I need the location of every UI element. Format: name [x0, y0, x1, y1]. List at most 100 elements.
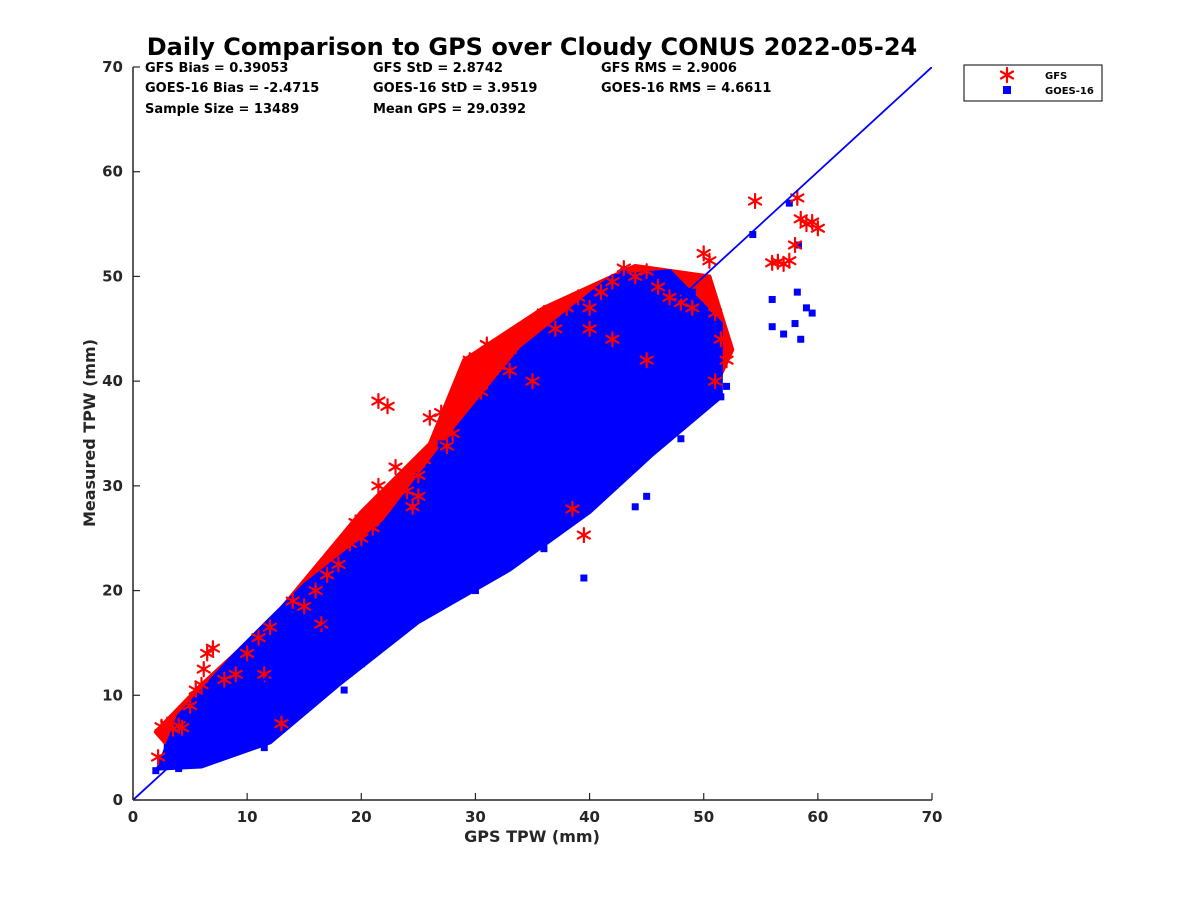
asterisk-stroke [685, 303, 700, 313]
goes16-point [180, 738, 188, 746]
gfs-point [804, 213, 820, 231]
goes16-point [471, 587, 479, 595]
goes16-point [631, 450, 639, 458]
goes16-point [409, 555, 417, 563]
asterisk-stroke [365, 523, 380, 533]
gfs-point [582, 320, 597, 337]
gfs-point [314, 615, 329, 633]
gfs-point [513, 325, 529, 343]
goes16-point [785, 199, 793, 207]
y-axis-label: Measured TPW (mm) [80, 339, 99, 527]
goes16-point [340, 686, 348, 694]
asterisk-stroke [354, 533, 369, 543]
asterisk-stroke [434, 407, 449, 418]
gfs-point [548, 320, 563, 337]
asterisk-stroke [285, 596, 300, 606]
x-axis-label: GPS TPW (mm) [464, 827, 600, 846]
goes16-point [374, 581, 382, 589]
goes16-point [192, 733, 200, 741]
gfs-point [502, 362, 517, 379]
goes16-point [808, 309, 816, 317]
gfs-point [200, 645, 215, 662]
gfs-point [405, 498, 420, 515]
asterisk-stroke [188, 685, 203, 695]
asterisk-stroke [331, 559, 346, 569]
gfs-point [605, 273, 620, 290]
gfs-point [787, 236, 803, 254]
gfs-point [371, 392, 386, 410]
goes16-point [529, 482, 536, 490]
asterisk-stroke [348, 517, 363, 528]
gfs-point [605, 331, 620, 348]
gfs-point [468, 362, 483, 379]
gfs-point [308, 582, 323, 599]
gfs-point [297, 598, 312, 615]
asterisk-stroke [174, 723, 190, 733]
asterisk-stroke [502, 345, 517, 355]
asterisk-stroke [422, 413, 437, 423]
asterisk-stroke [662, 292, 677, 302]
goes16-point [289, 702, 297, 710]
goes16-point [232, 707, 240, 715]
asterisk-stroke [228, 669, 243, 679]
x-tick-label: 70 [922, 808, 943, 826]
gfs-point [150, 748, 166, 766]
goes16-point [471, 409, 479, 417]
asterisk-stroke [405, 502, 420, 512]
gfs-point [182, 697, 198, 714]
gfs-point [576, 526, 592, 544]
gfs-point [685, 299, 700, 316]
gfs-point [616, 259, 631, 277]
y-tick-label: 20 [102, 582, 123, 600]
gfs-point [262, 619, 278, 636]
goes16-point [420, 545, 428, 553]
asterisk-stroke [639, 355, 654, 365]
gfs-point [239, 645, 255, 662]
asterisk-stroke [548, 324, 563, 334]
gfs-point [707, 304, 723, 322]
legend-box [963, 64, 1103, 102]
gfs-point [790, 189, 805, 206]
asterisk-stroke [639, 266, 654, 276]
goes16-point [380, 529, 388, 537]
goes16-point [489, 482, 497, 490]
goes16-point [580, 574, 588, 582]
gfs-point [582, 299, 597, 316]
stats-block: GFS Bias = 0.39053 GFS StD = 2.8742 GFS … [145, 61, 771, 117]
asterisk-stroke [217, 674, 232, 685]
x-tick-label: 20 [351, 808, 372, 826]
goes16-point [477, 492, 485, 500]
goes16-point [249, 681, 257, 689]
asterisk-stroke [582, 324, 597, 334]
gfs-point [388, 458, 403, 476]
goes16-point [300, 681, 308, 689]
asterisk-stroke [502, 366, 517, 376]
goes16-point [614, 367, 622, 375]
gfs-point [702, 252, 717, 269]
gfs-point [639, 263, 654, 280]
asterisk-stroke [251, 633, 266, 643]
y-tick-label: 10 [102, 686, 123, 704]
stat-gfs-std: GFS StD = 2.8742 [373, 61, 503, 76]
gfs-point [810, 220, 826, 237]
x-tick-label: 40 [579, 808, 600, 826]
goes16-point [563, 482, 571, 490]
goes16-point [243, 702, 251, 710]
y-tick-label: 40 [102, 372, 123, 390]
asterisk-stroke [205, 643, 221, 653]
asterisk-stroke [747, 196, 763, 206]
legend-goes16-marker [1003, 86, 1011, 94]
goes16-point [197, 744, 205, 752]
gfs-point [565, 500, 580, 517]
goes16-point [449, 576, 457, 584]
gfs-point [371, 477, 386, 494]
asterisk-stroke [491, 360, 506, 371]
goes16-point [631, 503, 639, 511]
gfs-point [228, 666, 243, 683]
goes16-point [654, 419, 662, 427]
asterisk-stroke [411, 470, 426, 480]
goes16-point [329, 628, 337, 636]
asterisk-stroke [239, 648, 255, 659]
gfs-point [707, 373, 723, 390]
